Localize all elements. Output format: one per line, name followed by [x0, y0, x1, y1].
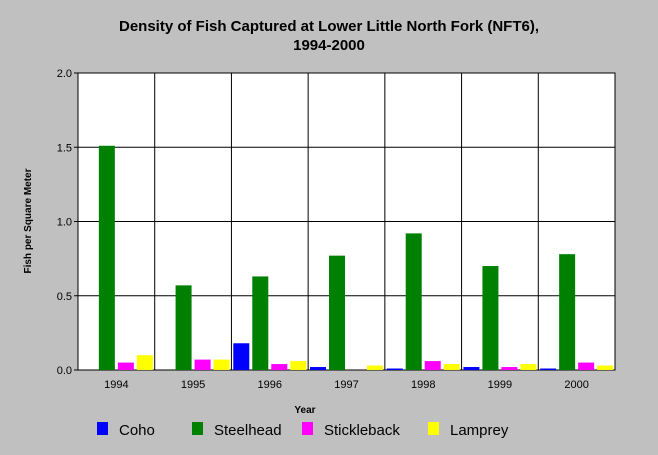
- bar-lamprey-1997: [367, 365, 383, 370]
- bar-coho-2000: [540, 368, 557, 370]
- bar-coho-1996: [233, 343, 250, 370]
- chart-title-line1: Density of Fish Captured at Lower Little…: [119, 18, 539, 35]
- legend-label-stickleback: Stickleback: [324, 422, 400, 439]
- legend-swatch-steelhead: [192, 422, 203, 435]
- bar-lamprey-1996: [290, 361, 307, 370]
- bars: [98, 145, 614, 370]
- legend-swatch-coho: [97, 422, 108, 435]
- y-tick-label: 0.0: [57, 365, 72, 377]
- legend: Coho Steelhead Stickleback Lamprey: [97, 422, 509, 439]
- bar-stickleback-1995: [194, 359, 211, 370]
- grid-lines: [78, 73, 615, 370]
- bar-steelhead-1997: [329, 255, 345, 370]
- bar-steelhead-1999: [482, 266, 499, 370]
- bar-stickleback-1998: [424, 361, 441, 370]
- legend-label-lamprey: Lamprey: [450, 422, 509, 439]
- y-tick-label: 1.0: [57, 217, 72, 229]
- y-tick-label: 1.5: [57, 142, 72, 154]
- bar-steelhead-1996: [252, 276, 269, 370]
- bar-coho-1999: [463, 367, 480, 370]
- x-tick-label: 1996: [258, 379, 282, 391]
- bar-steelhead-1998: [405, 233, 422, 370]
- bar-coho-1997: [310, 367, 326, 370]
- legend-label-steelhead: Steelhead: [214, 422, 282, 439]
- bar-lamprey-1995: [213, 359, 230, 370]
- x-tick-label: 1998: [411, 379, 435, 391]
- y-axis-ticks: 0.0 0.5 1.0 1.5 2.0: [57, 68, 78, 377]
- bar-steelhead-1995: [175, 285, 192, 370]
- x-tick-label: 1994: [104, 379, 128, 391]
- x-axis-label: Year: [294, 405, 315, 416]
- bar-stickleback-1994: [117, 362, 134, 370]
- bar-stickleback-1999: [501, 367, 518, 370]
- bar-lamprey-1998: [443, 364, 460, 370]
- bar-coho-1998: [386, 368, 403, 370]
- x-axis-ticks: 1994 1995 1996 1997 1998 1999 2000: [104, 379, 589, 391]
- x-tick-label: 1999: [488, 379, 512, 391]
- x-tick-label: 1997: [334, 379, 358, 391]
- legend-swatch-lamprey: [428, 422, 439, 435]
- bar-steelhead-1994: [98, 145, 115, 370]
- x-tick-label: 1995: [181, 379, 205, 391]
- y-tick-label: 0.5: [57, 291, 72, 303]
- legend-swatch-stickleback: [302, 422, 313, 435]
- x-tick-label: 2000: [564, 379, 588, 391]
- legend-label-coho: Coho: [119, 422, 155, 439]
- bar-stickleback-2000: [578, 362, 595, 370]
- bar-steelhead-2000: [559, 254, 576, 370]
- bar-stickleback-1996: [271, 364, 288, 370]
- y-tick-label: 2.0: [57, 68, 72, 80]
- bar-lamprey-1999: [520, 364, 537, 370]
- bar-lamprey-1994: [136, 355, 153, 370]
- y-axis-label: Fish per Square Meter: [23, 168, 34, 273]
- chart-title-line2: 1994-2000: [293, 37, 365, 54]
- bar-lamprey-2000: [597, 365, 614, 370]
